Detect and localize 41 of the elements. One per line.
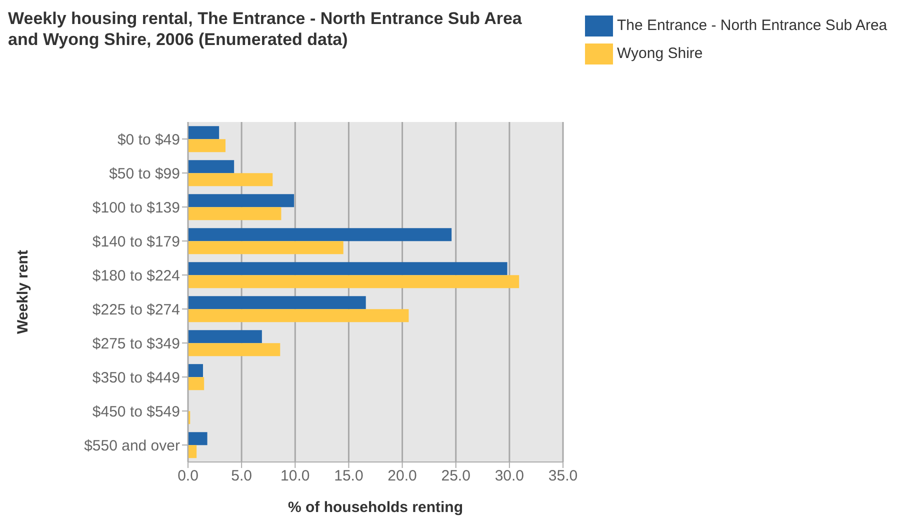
x-tick-label: 15.0: [334, 468, 364, 485]
bar: [188, 445, 197, 458]
x-tick-label: 20.0: [388, 468, 417, 485]
y-tick-label: $180 to $224: [92, 267, 180, 284]
y-axis-title: Weekly rent: [14, 250, 32, 334]
bar: [188, 160, 234, 174]
x-tick-label: 30.0: [494, 468, 524, 485]
y-tick-label: $350 to $449: [92, 369, 180, 386]
bar: [188, 432, 208, 446]
x-tick-label: 0.0: [178, 468, 198, 485]
chart-title: Weekly housing rental, The Entrance - North Entrance Sub Area and Wyong Shire, 2006 (Enumerated data): [8, 8, 523, 50]
x-axis-title: % of households renting: [288, 499, 463, 516]
y-tick-label: $0 to $49: [117, 131, 180, 148]
bar: [188, 377, 204, 390]
y-tick-label: $275 to $349: [92, 335, 180, 352]
bar: [188, 173, 273, 186]
bar: [188, 275, 520, 288]
legend-label: The Entrance - North Entrance Sub Area: [617, 16, 888, 34]
bar: [188, 309, 409, 322]
y-tick-label: $225 to $274: [92, 301, 180, 318]
x-tick-label: 10.0: [280, 468, 310, 485]
bar: [188, 330, 262, 344]
y-tick-label: $50 to $99: [109, 165, 180, 182]
bar: [188, 139, 226, 152]
bar: [188, 228, 452, 242]
bar: [188, 343, 280, 356]
legend-label: Wyong Shire: [617, 44, 703, 62]
bar: [188, 262, 508, 276]
bar: [188, 296, 366, 310]
bar: [188, 364, 203, 378]
y-tick-label: $450 to $549: [92, 403, 180, 420]
x-tick-label: 25.0: [441, 468, 470, 485]
y-tick-label: $550 and over: [84, 437, 180, 454]
x-tick-label: 35.0: [548, 468, 578, 485]
bar: [188, 194, 294, 208]
bar: [188, 207, 282, 220]
bar: [188, 241, 344, 254]
y-tick-label: $140 to $179: [92, 233, 180, 250]
bar: [188, 126, 220, 140]
y-tick-label: $100 to $139: [92, 199, 180, 216]
x-tick-label: 5.0: [231, 468, 252, 485]
